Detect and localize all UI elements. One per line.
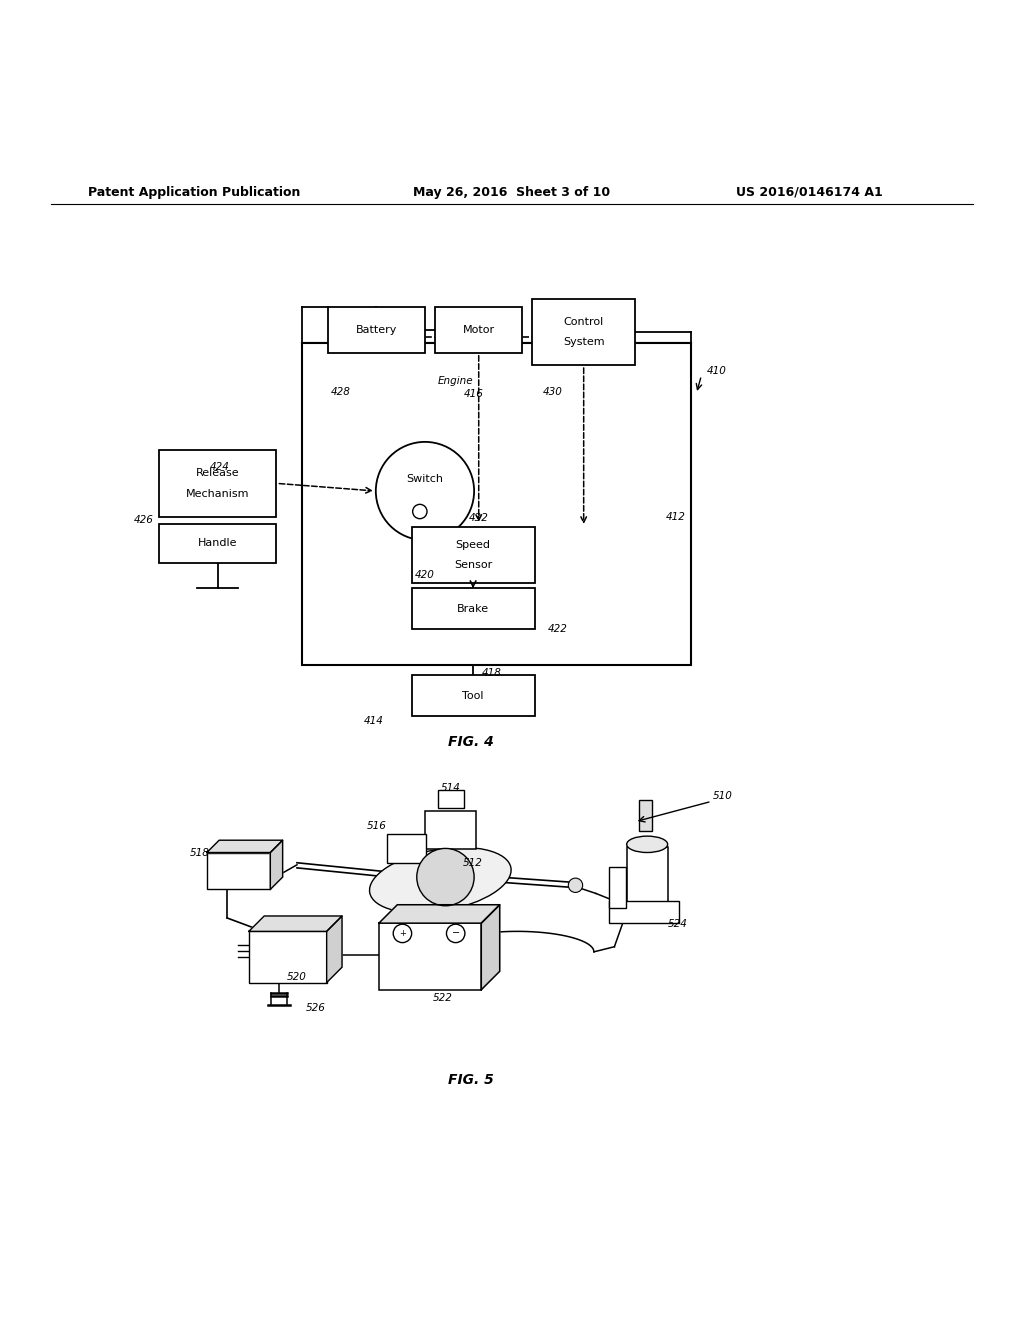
Ellipse shape xyxy=(627,836,668,853)
FancyBboxPatch shape xyxy=(159,450,276,516)
Text: Battery: Battery xyxy=(355,325,397,335)
Text: Control: Control xyxy=(563,317,604,326)
Text: +: + xyxy=(399,929,406,939)
Text: 520: 520 xyxy=(287,973,307,982)
FancyBboxPatch shape xyxy=(379,923,481,990)
FancyBboxPatch shape xyxy=(438,791,464,808)
Text: Sensor: Sensor xyxy=(454,560,493,570)
FancyBboxPatch shape xyxy=(639,800,652,832)
Text: 512: 512 xyxy=(463,858,483,867)
Text: FIG. 5: FIG. 5 xyxy=(449,1073,494,1086)
FancyBboxPatch shape xyxy=(627,847,668,921)
Text: Engine: Engine xyxy=(438,376,473,387)
FancyBboxPatch shape xyxy=(412,589,535,630)
Text: Speed: Speed xyxy=(456,540,490,550)
Text: Release: Release xyxy=(196,469,240,478)
Text: 516: 516 xyxy=(367,821,387,830)
Text: 428: 428 xyxy=(331,387,351,397)
Text: 518: 518 xyxy=(189,847,210,858)
Polygon shape xyxy=(481,904,500,990)
Text: US 2016/0146174 A1: US 2016/0146174 A1 xyxy=(735,186,883,198)
Polygon shape xyxy=(379,904,500,923)
FancyBboxPatch shape xyxy=(435,306,522,352)
FancyBboxPatch shape xyxy=(207,853,270,890)
FancyBboxPatch shape xyxy=(302,343,691,665)
FancyBboxPatch shape xyxy=(532,298,635,366)
Text: 430: 430 xyxy=(543,387,563,397)
Text: Switch: Switch xyxy=(407,474,443,483)
FancyBboxPatch shape xyxy=(412,676,535,717)
Text: May 26, 2016  Sheet 3 of 10: May 26, 2016 Sheet 3 of 10 xyxy=(414,186,610,198)
Ellipse shape xyxy=(370,847,511,913)
Text: −: − xyxy=(452,928,460,939)
Polygon shape xyxy=(207,841,283,853)
Text: 412: 412 xyxy=(666,512,686,521)
FancyBboxPatch shape xyxy=(609,867,626,908)
Text: 410: 410 xyxy=(707,366,727,376)
Text: Motor: Motor xyxy=(463,325,495,335)
Text: 422: 422 xyxy=(548,624,568,635)
Polygon shape xyxy=(270,841,283,890)
Text: 526: 526 xyxy=(305,1003,326,1014)
Text: Brake: Brake xyxy=(457,603,489,614)
Text: Mechanism: Mechanism xyxy=(185,488,250,499)
FancyBboxPatch shape xyxy=(412,527,535,583)
Text: 424: 424 xyxy=(210,462,230,473)
Text: 524: 524 xyxy=(668,919,688,929)
FancyBboxPatch shape xyxy=(249,932,327,982)
FancyBboxPatch shape xyxy=(609,900,679,923)
Text: 514: 514 xyxy=(440,783,461,793)
Text: 510: 510 xyxy=(713,791,733,801)
FancyBboxPatch shape xyxy=(425,810,476,850)
Text: 432: 432 xyxy=(469,512,489,523)
Text: 414: 414 xyxy=(365,717,384,726)
Text: 426: 426 xyxy=(134,515,154,525)
Text: FIG. 4: FIG. 4 xyxy=(449,735,494,748)
Text: 420: 420 xyxy=(415,570,435,579)
FancyBboxPatch shape xyxy=(328,306,425,352)
Text: 416: 416 xyxy=(464,389,484,399)
Text: 522: 522 xyxy=(432,993,453,1003)
Text: 418: 418 xyxy=(481,668,502,678)
Circle shape xyxy=(568,878,583,892)
Text: System: System xyxy=(563,337,604,347)
Text: Patent Application Publication: Patent Application Publication xyxy=(88,186,301,198)
Polygon shape xyxy=(249,916,342,932)
Polygon shape xyxy=(327,916,342,982)
Circle shape xyxy=(417,849,474,906)
Text: Handle: Handle xyxy=(198,539,238,548)
Text: Tool: Tool xyxy=(463,690,483,701)
FancyBboxPatch shape xyxy=(159,524,276,562)
FancyBboxPatch shape xyxy=(387,834,426,863)
